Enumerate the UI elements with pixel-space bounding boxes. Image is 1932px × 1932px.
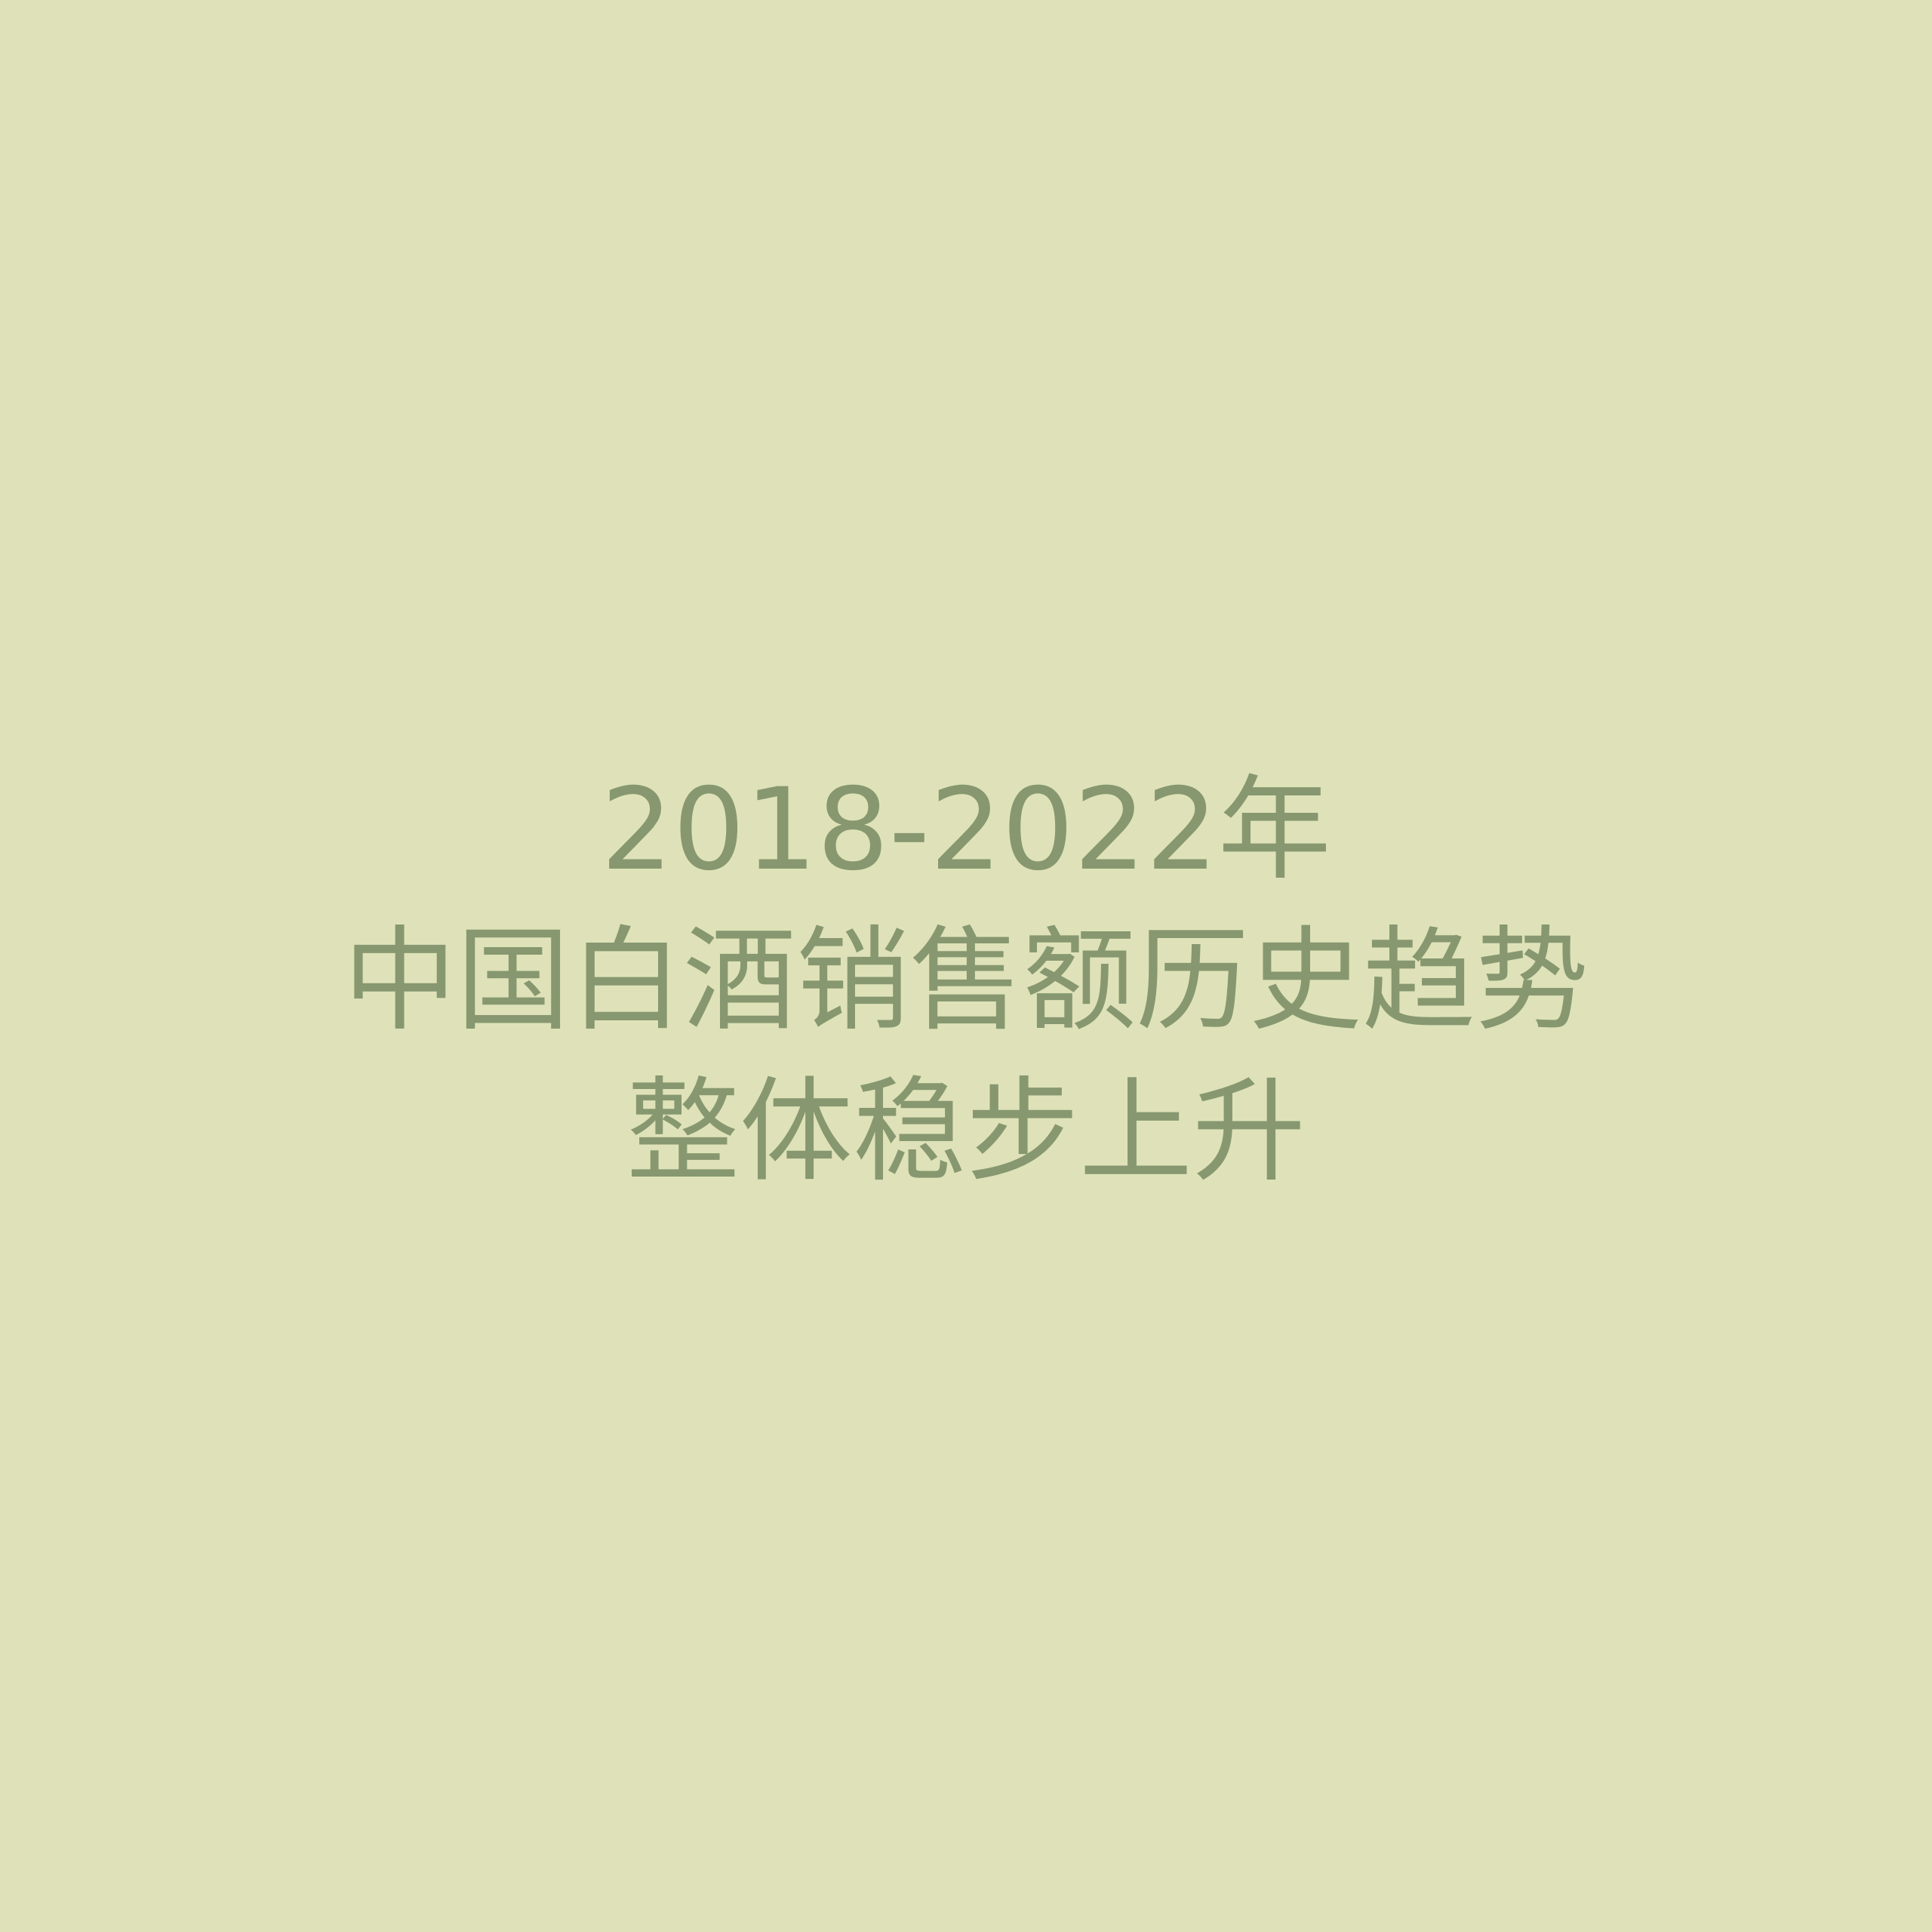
headline-line-1: 2018-2022年 xyxy=(601,764,1331,896)
headline-line-2: 中国白酒销售额历史趋势 xyxy=(343,915,1589,1047)
headline-line-3: 整体稳步上升 xyxy=(626,1066,1306,1198)
headline: 2018-2022年 中国白酒销售额历史趋势 整体稳步上升 xyxy=(0,755,1932,1208)
